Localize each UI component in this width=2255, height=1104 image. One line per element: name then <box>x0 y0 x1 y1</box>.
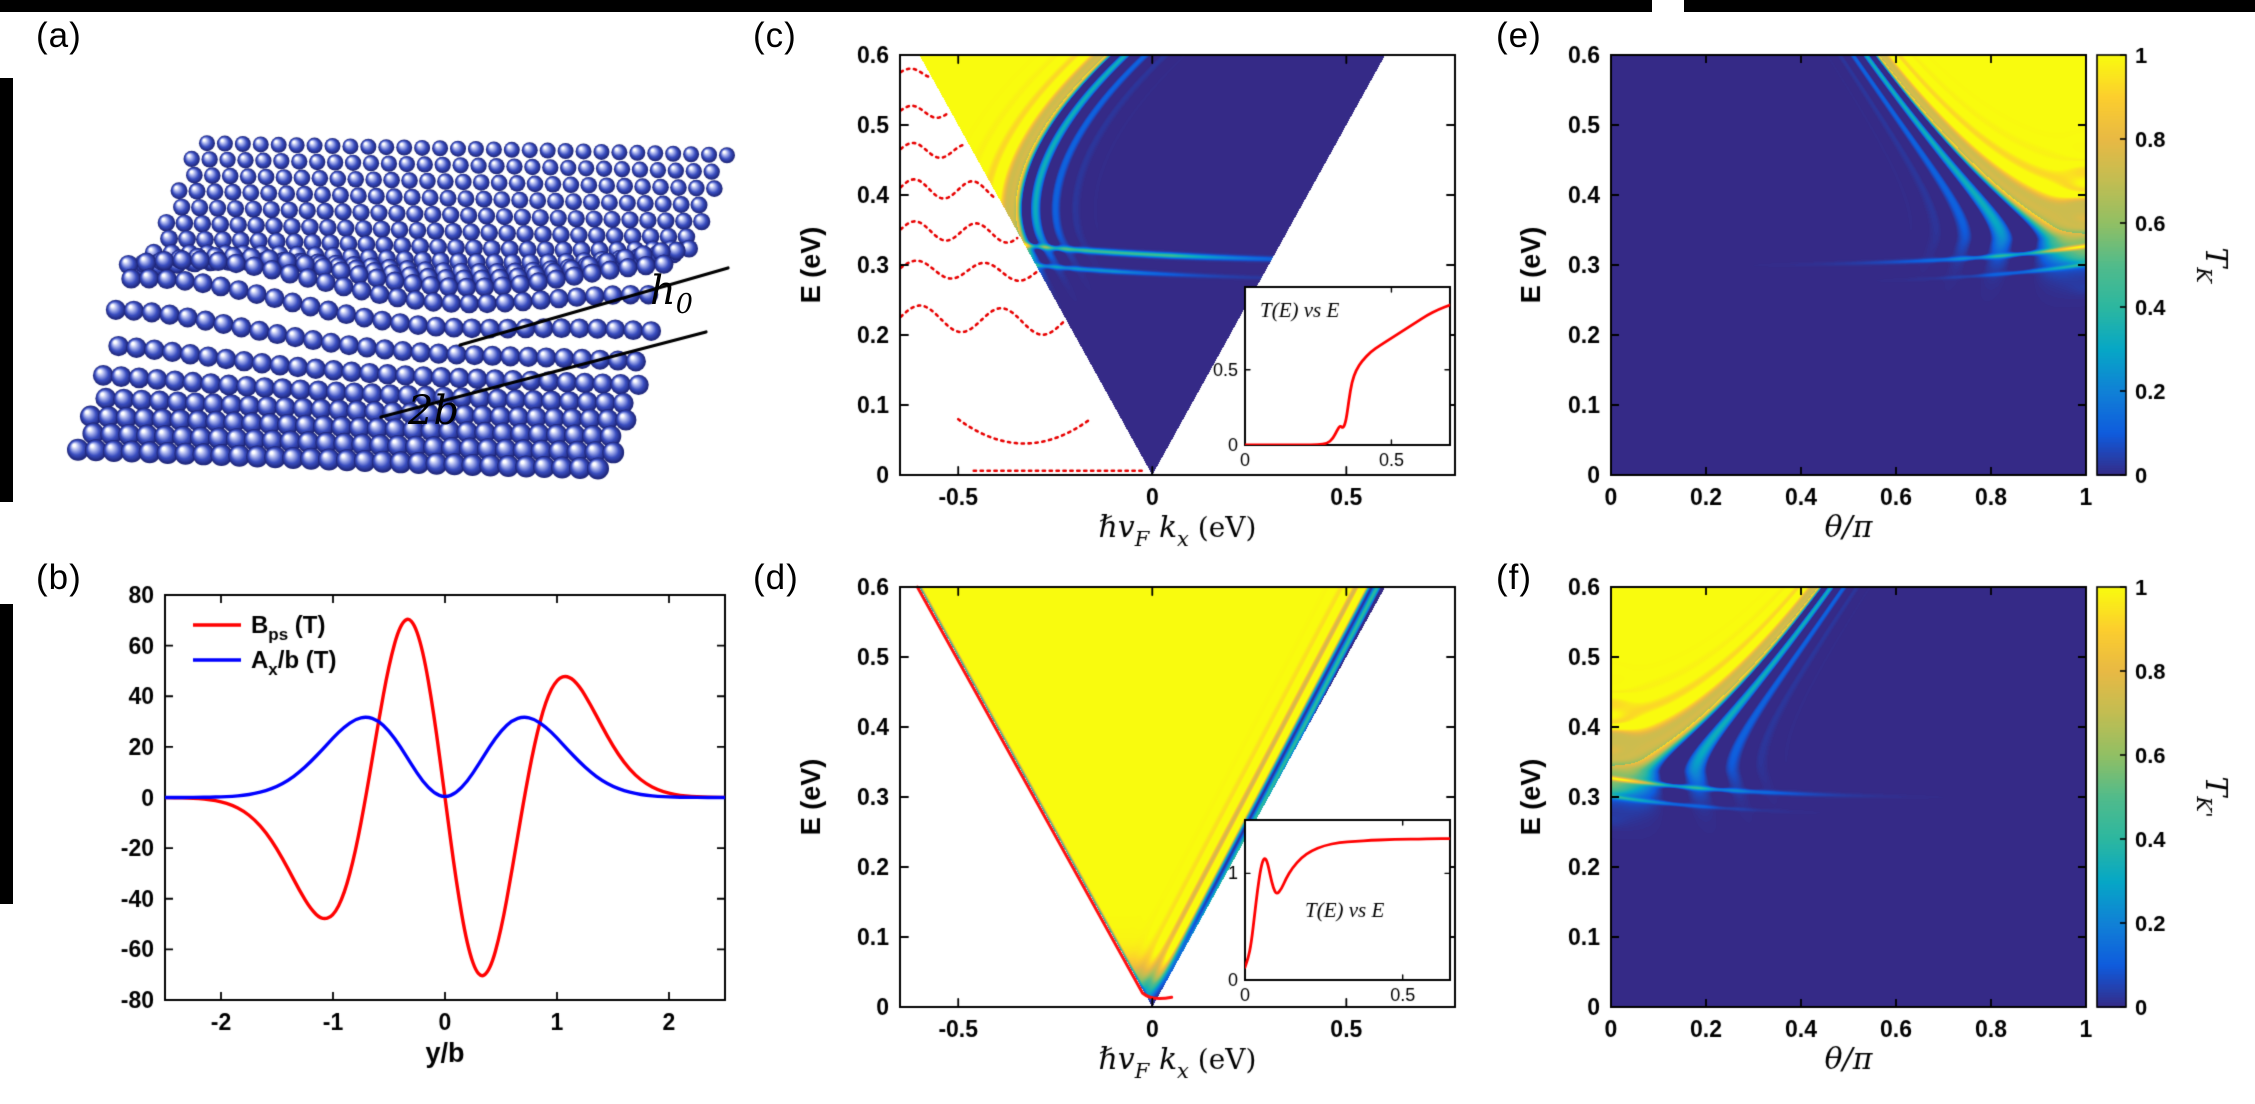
decor-black-bar <box>0 78 13 502</box>
panel-c-transmission-heatmap-kx-K <box>790 15 1495 560</box>
h0-annotation-label: h0 <box>650 268 693 320</box>
decor-black-bar <box>0 0 1652 12</box>
decor-black-bar <box>0 604 13 904</box>
decor-black-bar <box>1684 0 2255 12</box>
fold-width-text: 2b <box>408 388 460 434</box>
panel-b-field-profile-chart <box>55 575 755 1100</box>
fold-width-annotation-label: 2b <box>408 388 459 434</box>
panel-f-transmission-heatmap-angle-Kprime <box>1500 552 2255 1104</box>
panel-e-transmission-heatmap-angle-K <box>1500 15 2255 560</box>
h0-base: h <box>650 268 676 314</box>
panel-a-3d-lattice <box>25 35 770 550</box>
h0-subscript: 0 <box>675 289 693 320</box>
panel-d-transmission-heatmap-kx-Kprime <box>790 552 1495 1104</box>
